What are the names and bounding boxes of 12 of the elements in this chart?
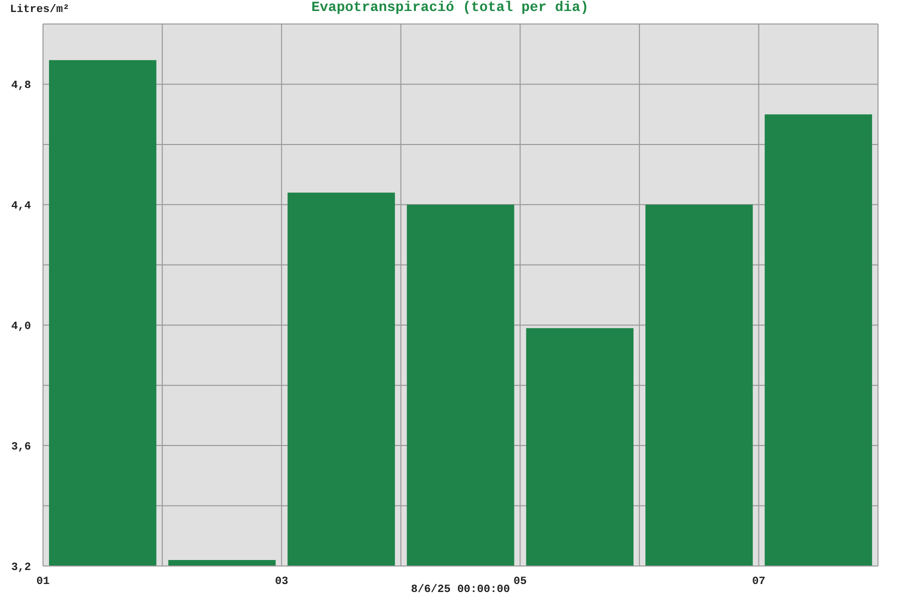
x-axis-title: 8/6/25 00:00:00: [410, 584, 510, 596]
y-tick-label: 3,6: [11, 442, 31, 454]
chart-title: Evapotranspiració (total per dia): [311, 0, 589, 16]
y-tick-label: 4,0: [11, 321, 31, 334]
y-axis-title: Litres/m²: [10, 4, 70, 16]
y-tick-label: 4,4: [11, 200, 32, 213]
x-tick-label: 05: [514, 576, 528, 588]
x-tick-label: 03: [274, 576, 289, 588]
x-tick-label: 07: [752, 576, 766, 588]
y-tick-label: 3,2: [11, 562, 31, 574]
y-tick-label: 4,8: [11, 80, 32, 92]
x-tick-label: 01: [36, 576, 50, 588]
